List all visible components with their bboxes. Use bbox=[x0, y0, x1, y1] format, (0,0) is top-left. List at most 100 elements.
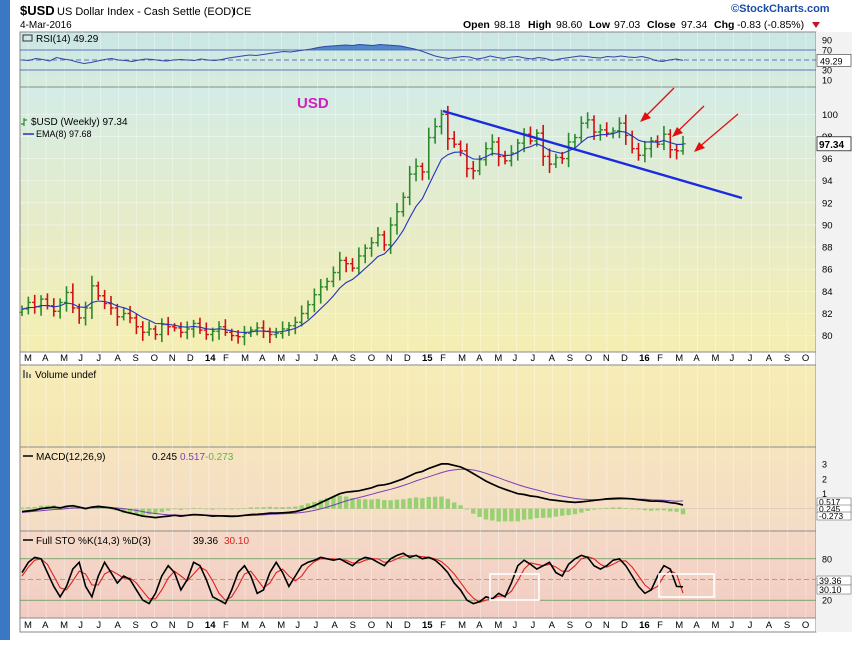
bottom-x-tick-label: A bbox=[42, 620, 49, 631]
arrow-annotations bbox=[640, 87, 739, 152]
price-bar bbox=[394, 202, 400, 235]
price-bar bbox=[597, 124, 603, 141]
macd-title-text: MACD(12,26,9) bbox=[36, 452, 105, 463]
price-y-tick-label: 84 bbox=[822, 287, 833, 298]
price-x-tick-label: N bbox=[386, 353, 393, 364]
macd-signal-line bbox=[21, 468, 684, 517]
macd-histogram-bar bbox=[661, 508, 667, 511]
price-last-value-box bbox=[816, 136, 852, 152]
macd-histogram-bar bbox=[305, 503, 311, 509]
macd-title: MACD(12,26,9) 0.245 0.517 -0.273 bbox=[23, 452, 234, 463]
histogram-value-text: -0.273 bbox=[205, 452, 234, 463]
macd-histogram-bar bbox=[560, 508, 565, 516]
price-bar bbox=[25, 296, 31, 315]
price-bar bbox=[464, 143, 470, 178]
price-bar bbox=[63, 286, 70, 312]
open-label: Open bbox=[463, 19, 490, 31]
price-bar bbox=[241, 325, 248, 346]
macd-histogram-bar bbox=[223, 508, 228, 510]
macd-histogram-bar bbox=[159, 508, 165, 513]
price-bar bbox=[292, 316, 298, 335]
bottom-x-tick-label: A bbox=[766, 620, 773, 631]
price-y-tick-label: 86 bbox=[822, 265, 833, 276]
price-bar bbox=[661, 126, 667, 151]
rsi-y-tick-label: 90 bbox=[822, 36, 832, 46]
axis-layer: MMAAMMJJJJAASSOONNDD1414FFMMAAMMJJJJAASS… bbox=[24, 36, 852, 631]
macd-last-value-label: 0.517 bbox=[819, 497, 841, 507]
price-x-tick-label: F bbox=[657, 353, 663, 364]
macd-histogram-bar bbox=[680, 508, 686, 515]
macd-histogram-bar bbox=[331, 496, 336, 509]
bottom-x-tick-label: A bbox=[259, 620, 266, 631]
price-title: $USD (Weekly) 97.34 EMA(8) 97.68 bbox=[21, 117, 128, 139]
price-x-tick-label: J bbox=[78, 353, 83, 364]
macd-histogram-bar bbox=[515, 508, 520, 522]
price-bar bbox=[324, 277, 330, 291]
arrow-2-shaft bbox=[675, 105, 705, 134]
price-x-tick-label: A bbox=[476, 353, 483, 364]
chart-date: 4-Mar-2016 bbox=[20, 20, 72, 31]
macd-histogram-bar bbox=[108, 508, 114, 510]
macd-histogram-bar bbox=[280, 507, 285, 509]
bottom-x-tick-label: J bbox=[512, 620, 517, 631]
stoch-highlight-box-2 bbox=[658, 573, 715, 598]
macd-histogram-bar bbox=[299, 505, 304, 509]
ema-title-text: EMA(8) 97.68 bbox=[36, 129, 92, 139]
bottom-x-tick-label: J bbox=[748, 620, 753, 631]
price-x-tick-label: A bbox=[549, 353, 556, 364]
rsi-y-tick-label: 70 bbox=[822, 46, 832, 56]
price-x-tick-label: S bbox=[350, 353, 356, 364]
bottom-x-tick-label: D bbox=[404, 620, 411, 631]
price-bar bbox=[438, 109, 445, 135]
bottom-x-tick-label: J bbox=[295, 620, 300, 631]
macd-histogram-bar bbox=[496, 508, 501, 522]
stoch-y-tick-label: 20 bbox=[822, 596, 832, 606]
macd-histogram-bar bbox=[598, 508, 603, 510]
bottom-x-tick-label: N bbox=[169, 620, 176, 631]
macd-histogram-bar bbox=[521, 508, 527, 520]
price-bar bbox=[203, 322, 209, 340]
bottom-x-tick-label: J bbox=[730, 620, 735, 631]
macd-panel bbox=[19, 446, 817, 532]
macd-histogram-bar bbox=[610, 507, 616, 509]
arrow-1-head bbox=[640, 112, 651, 122]
stoch-last-value-label: 30.10 bbox=[819, 585, 842, 595]
stoch-k-line bbox=[21, 552, 684, 605]
price-y-tick-label: 96 bbox=[822, 154, 833, 165]
macd-histogram-bar bbox=[623, 508, 628, 509]
price-x-tick-label: J bbox=[295, 353, 300, 364]
macd-last-value-label: 0.245 bbox=[819, 504, 841, 514]
macd-histogram-bar bbox=[242, 508, 247, 509]
price-bar bbox=[432, 118, 438, 144]
price-bar bbox=[642, 140, 648, 163]
low-value: 97.03 bbox=[614, 19, 640, 31]
macd-y-tick-label: 3 bbox=[822, 459, 827, 469]
macd-histogram-bar bbox=[547, 508, 552, 518]
price-x-tick-label: M bbox=[60, 353, 68, 364]
price-bar bbox=[635, 142, 642, 161]
macd-histogram-bar bbox=[363, 499, 368, 509]
price-x-tick-label: J bbox=[313, 353, 318, 364]
price-x-tick-label: A bbox=[332, 353, 339, 364]
price-x-tick-label: M bbox=[494, 353, 502, 364]
arrow-1-shaft bbox=[643, 87, 675, 119]
bottom-x-tick-label: M bbox=[675, 620, 683, 631]
bottom-x-tick-label: O bbox=[802, 620, 809, 631]
macd-histogram-bar bbox=[655, 508, 660, 511]
macd-value-text: 0.245 bbox=[152, 452, 177, 463]
resistance-trendline bbox=[442, 109, 743, 200]
price-x-tick-label: O bbox=[585, 353, 592, 364]
price-x-tick-label: N bbox=[169, 353, 176, 364]
price-title-text: $USD (Weekly) 97.34 bbox=[31, 117, 128, 128]
macd-histogram-bar bbox=[464, 508, 470, 510]
price-x-tick-label: S bbox=[567, 353, 573, 364]
macd-y-tick-label: 2 bbox=[822, 474, 827, 484]
price-x-tick-label: N bbox=[603, 353, 610, 364]
price-bar bbox=[152, 325, 159, 340]
price-bar bbox=[299, 305, 305, 327]
macd-histogram-bar bbox=[293, 506, 298, 509]
price-y-tick-label: 82 bbox=[822, 309, 833, 320]
macd-histogram-bar bbox=[401, 499, 406, 509]
volume-title: Volume undef bbox=[23, 370, 96, 381]
